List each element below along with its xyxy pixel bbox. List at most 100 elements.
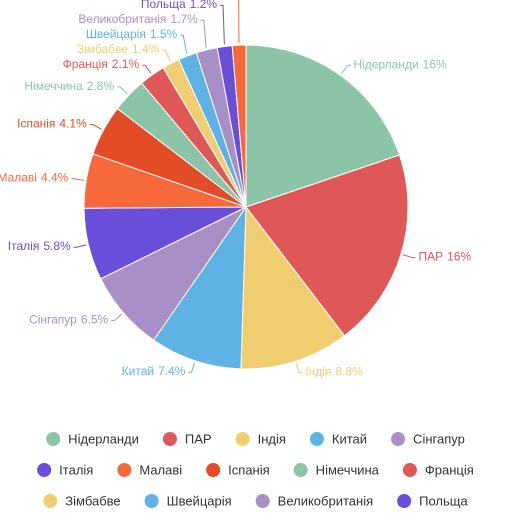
slice-label: Німеччина 2.8% — [24, 79, 114, 93]
slice-label-value: 4.4% — [41, 171, 69, 185]
legend-item: Нідерланди — [46, 431, 139, 446]
slice-label: Сінгапур 6.5% — [29, 313, 108, 327]
leader-line — [111, 313, 123, 322]
slice-label-name: Іспанія — [17, 117, 55, 131]
legend-marker — [117, 463, 132, 477]
leader-line — [142, 64, 152, 74]
legend-marker — [162, 432, 177, 446]
legend-item: Малаві — [117, 462, 182, 477]
legend-marker — [235, 432, 250, 446]
slice-label: Малаві 4.4% — [0, 171, 69, 185]
legend-marker — [46, 432, 61, 446]
legend-marker — [309, 432, 324, 446]
legend-marker — [43, 494, 58, 508]
legend-label: Польща — [419, 493, 468, 508]
leader-line — [71, 178, 85, 181]
legend-label: Сінгапур — [413, 431, 465, 446]
leader-line — [89, 124, 102, 130]
legend-marker — [391, 432, 406, 446]
leader-line — [73, 244, 87, 248]
slice-label-value: 8.8% — [335, 365, 363, 379]
leader-line — [200, 19, 207, 48]
legend-label: Іспанія — [228, 462, 270, 477]
slice-label-value: 16% — [447, 250, 471, 264]
slice-label-value: 5.8% — [43, 239, 71, 253]
legend-item: Зімбабве — [43, 493, 121, 508]
legend-item: Польща — [397, 493, 468, 508]
legend-label: Індія — [258, 431, 286, 446]
legend-label: Нідерланди — [68, 431, 139, 446]
slice-label-value: 16% — [423, 58, 447, 72]
legend-item: Сінгапур — [391, 431, 465, 446]
leader-line — [180, 34, 188, 55]
legend-item: Індія — [235, 431, 286, 446]
leader-line — [117, 86, 128, 95]
slice-label: Великобританія 1.7% — [78, 12, 198, 26]
slice-label: Іспанія 4.1% — [17, 117, 87, 131]
slice-label: Польща 1.2% — [141, 0, 218, 11]
slice-label: Нідерланди 16% — [353, 58, 447, 72]
legend-label: ПАР — [185, 431, 212, 446]
legend-label: Італія — [59, 462, 93, 477]
slice-label-name: Індія — [305, 365, 331, 379]
leader-line — [220, 4, 225, 45]
slice-label: Індія 8.8% — [305, 365, 363, 379]
slice-label-name: Франція — [63, 57, 108, 71]
legend-label: Німеччина — [316, 462, 380, 477]
leader-line — [341, 65, 351, 75]
leader-line — [188, 362, 196, 373]
leader-line — [402, 254, 416, 259]
slice-label-name: Польща — [141, 0, 186, 11]
slice-label: Франція 2.1% — [63, 57, 140, 71]
legend-marker — [397, 494, 412, 508]
slice-label-name: Швейцарія — [86, 27, 146, 41]
legend-marker — [206, 463, 221, 477]
slice-label-value: 1.2% — [190, 0, 218, 11]
leader-line — [238, 0, 240, 44]
leader-line — [295, 362, 303, 374]
legend-marker — [402, 463, 417, 477]
pie-slice — [245, 44, 401, 208]
legend-item: Китай — [309, 431, 367, 446]
leader-line — [162, 49, 171, 62]
slice-label-value: 7.4% — [158, 364, 186, 378]
slice-label-name: Німеччина — [24, 79, 83, 93]
legend-label: Китай — [332, 431, 367, 446]
legend-item: Франція — [402, 462, 474, 477]
legend-label: Малаві — [139, 462, 182, 477]
slice-label-name: Італія — [8, 239, 40, 253]
slice-label-value: 6.5% — [81, 313, 109, 327]
slice-label-name: Малаві — [0, 171, 37, 185]
legend-item: ПАР — [162, 431, 212, 446]
legend-marker — [37, 463, 52, 477]
slice-label-value: 1.5% — [150, 27, 178, 41]
slice-label-value: 2.1% — [112, 57, 140, 71]
pie-slice — [231, 44, 247, 208]
legend-item: Німеччина — [293, 462, 380, 477]
legend-marker — [255, 494, 270, 508]
slice-label-name: ПАР — [418, 250, 443, 264]
pie-slice — [152, 205, 247, 370]
slice-label: Італія 5.8% — [8, 239, 71, 253]
slice-label-name: Сінгапур — [29, 313, 77, 327]
legend-label: Великобританія — [278, 493, 373, 508]
slice-label-value: 1.7% — [170, 12, 198, 26]
legend-marker — [293, 463, 308, 477]
slice-label-name: Китай — [122, 364, 154, 378]
slice-label-value: 1.4% — [132, 42, 160, 56]
legend-item: Італія — [37, 462, 93, 477]
slice-label: Зімбабве 1.4% — [77, 42, 160, 56]
slice-label-name: Великобританія — [78, 12, 166, 26]
pie-slice — [245, 154, 409, 337]
legend-item: Іспанія — [206, 462, 270, 477]
slice-label-name: Зімбабве — [77, 42, 128, 56]
legend-label: Швейцарія — [167, 493, 232, 508]
slice-label-value: 4.1% — [59, 117, 87, 131]
slice-label-value: 2.8% — [87, 79, 115, 93]
legend-marker — [144, 494, 159, 508]
legend-item: Швейцарія — [144, 493, 232, 508]
pie-slice — [240, 205, 346, 370]
slice-label: Китай 7.4% — [122, 364, 186, 378]
legend-label: Зімбабве — [65, 493, 120, 508]
